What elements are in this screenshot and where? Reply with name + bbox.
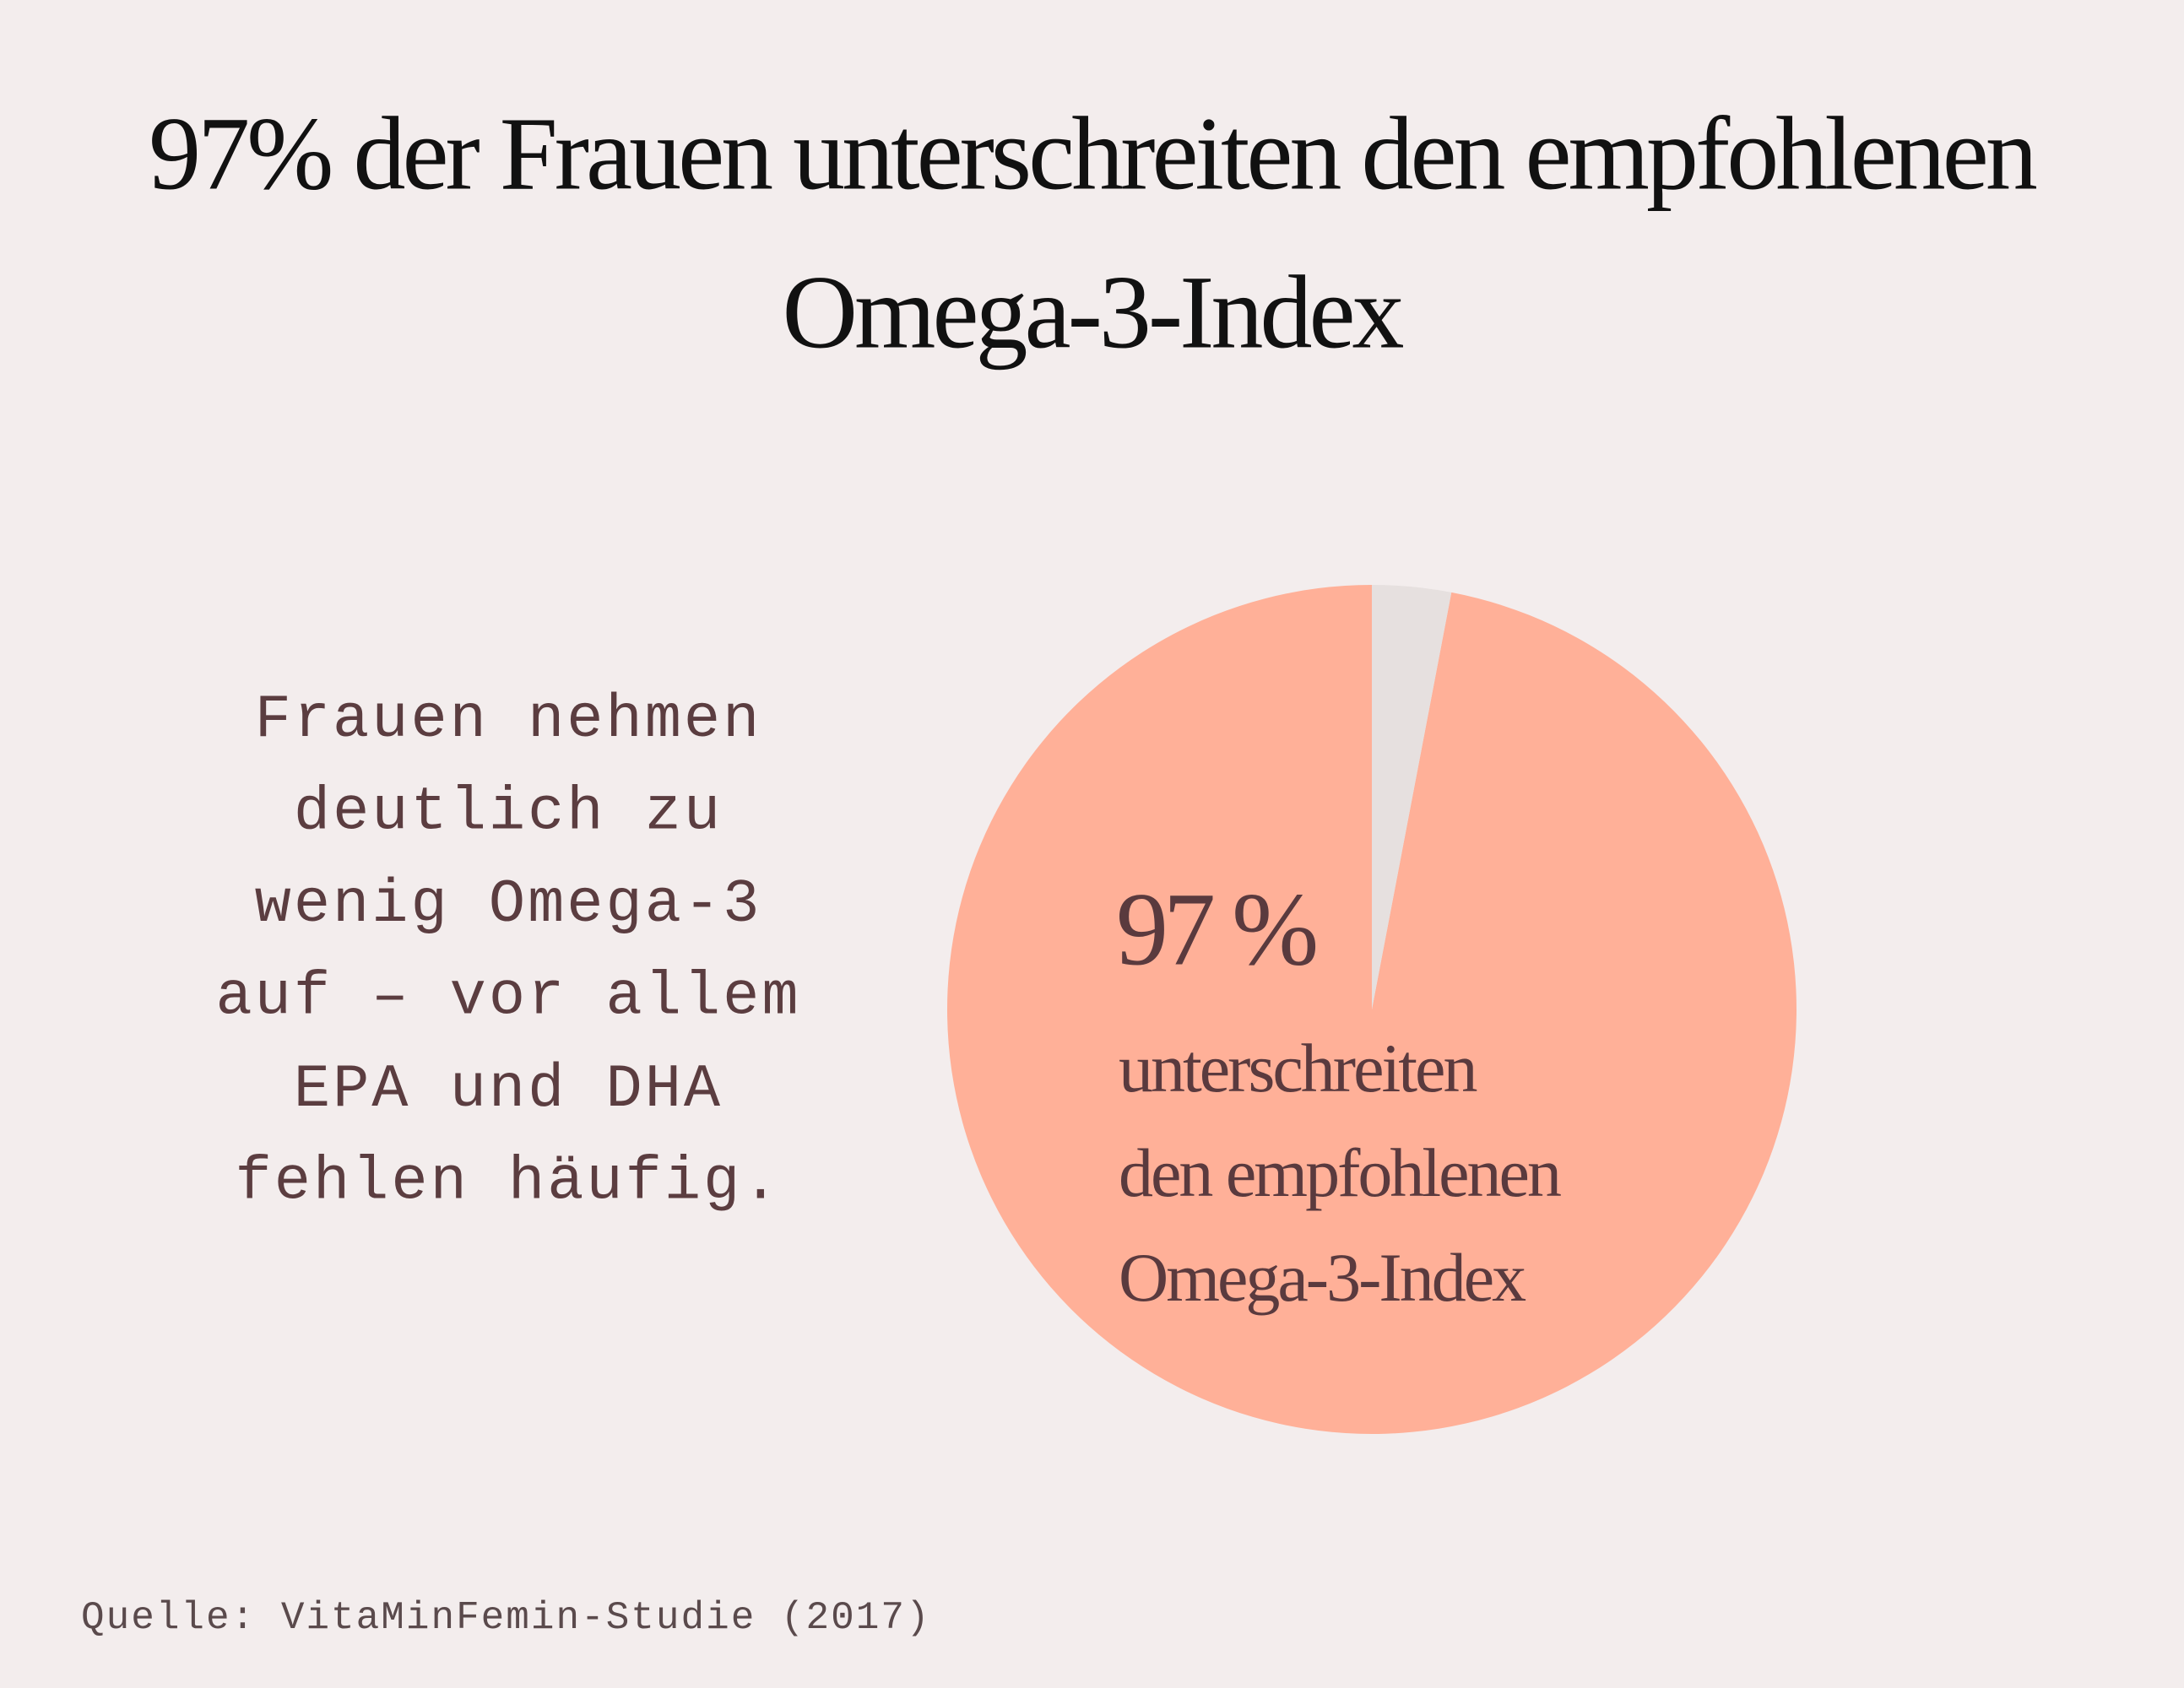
side-text: Frauen nehmen [255,685,762,755]
annotation: Omega-3-Index [1119,1239,1526,1316]
side-text: deutlich zu [294,778,723,847]
chart-title: 97% der Frauen unterschreiten den empfoh… [149,95,2037,211]
value-label: 97 % [1116,871,1316,987]
side-text: auf – vor allem [215,963,800,1032]
annotation: den empfohlenen [1119,1134,1561,1211]
chart-title: Omega-3-Index [783,254,1404,370]
pie-slice [1372,585,1452,1009]
pie-slice [947,585,1797,1434]
side-text: fehlen häufig. [236,1148,782,1217]
side-text: EPA und DHA [294,1055,723,1124]
side-text: wenig Omega-3 [255,870,762,939]
annotation: unterschreiten [1119,1030,1477,1106]
source: Quelle: VitaMinFemin-Studie (2017) [81,1596,931,1640]
